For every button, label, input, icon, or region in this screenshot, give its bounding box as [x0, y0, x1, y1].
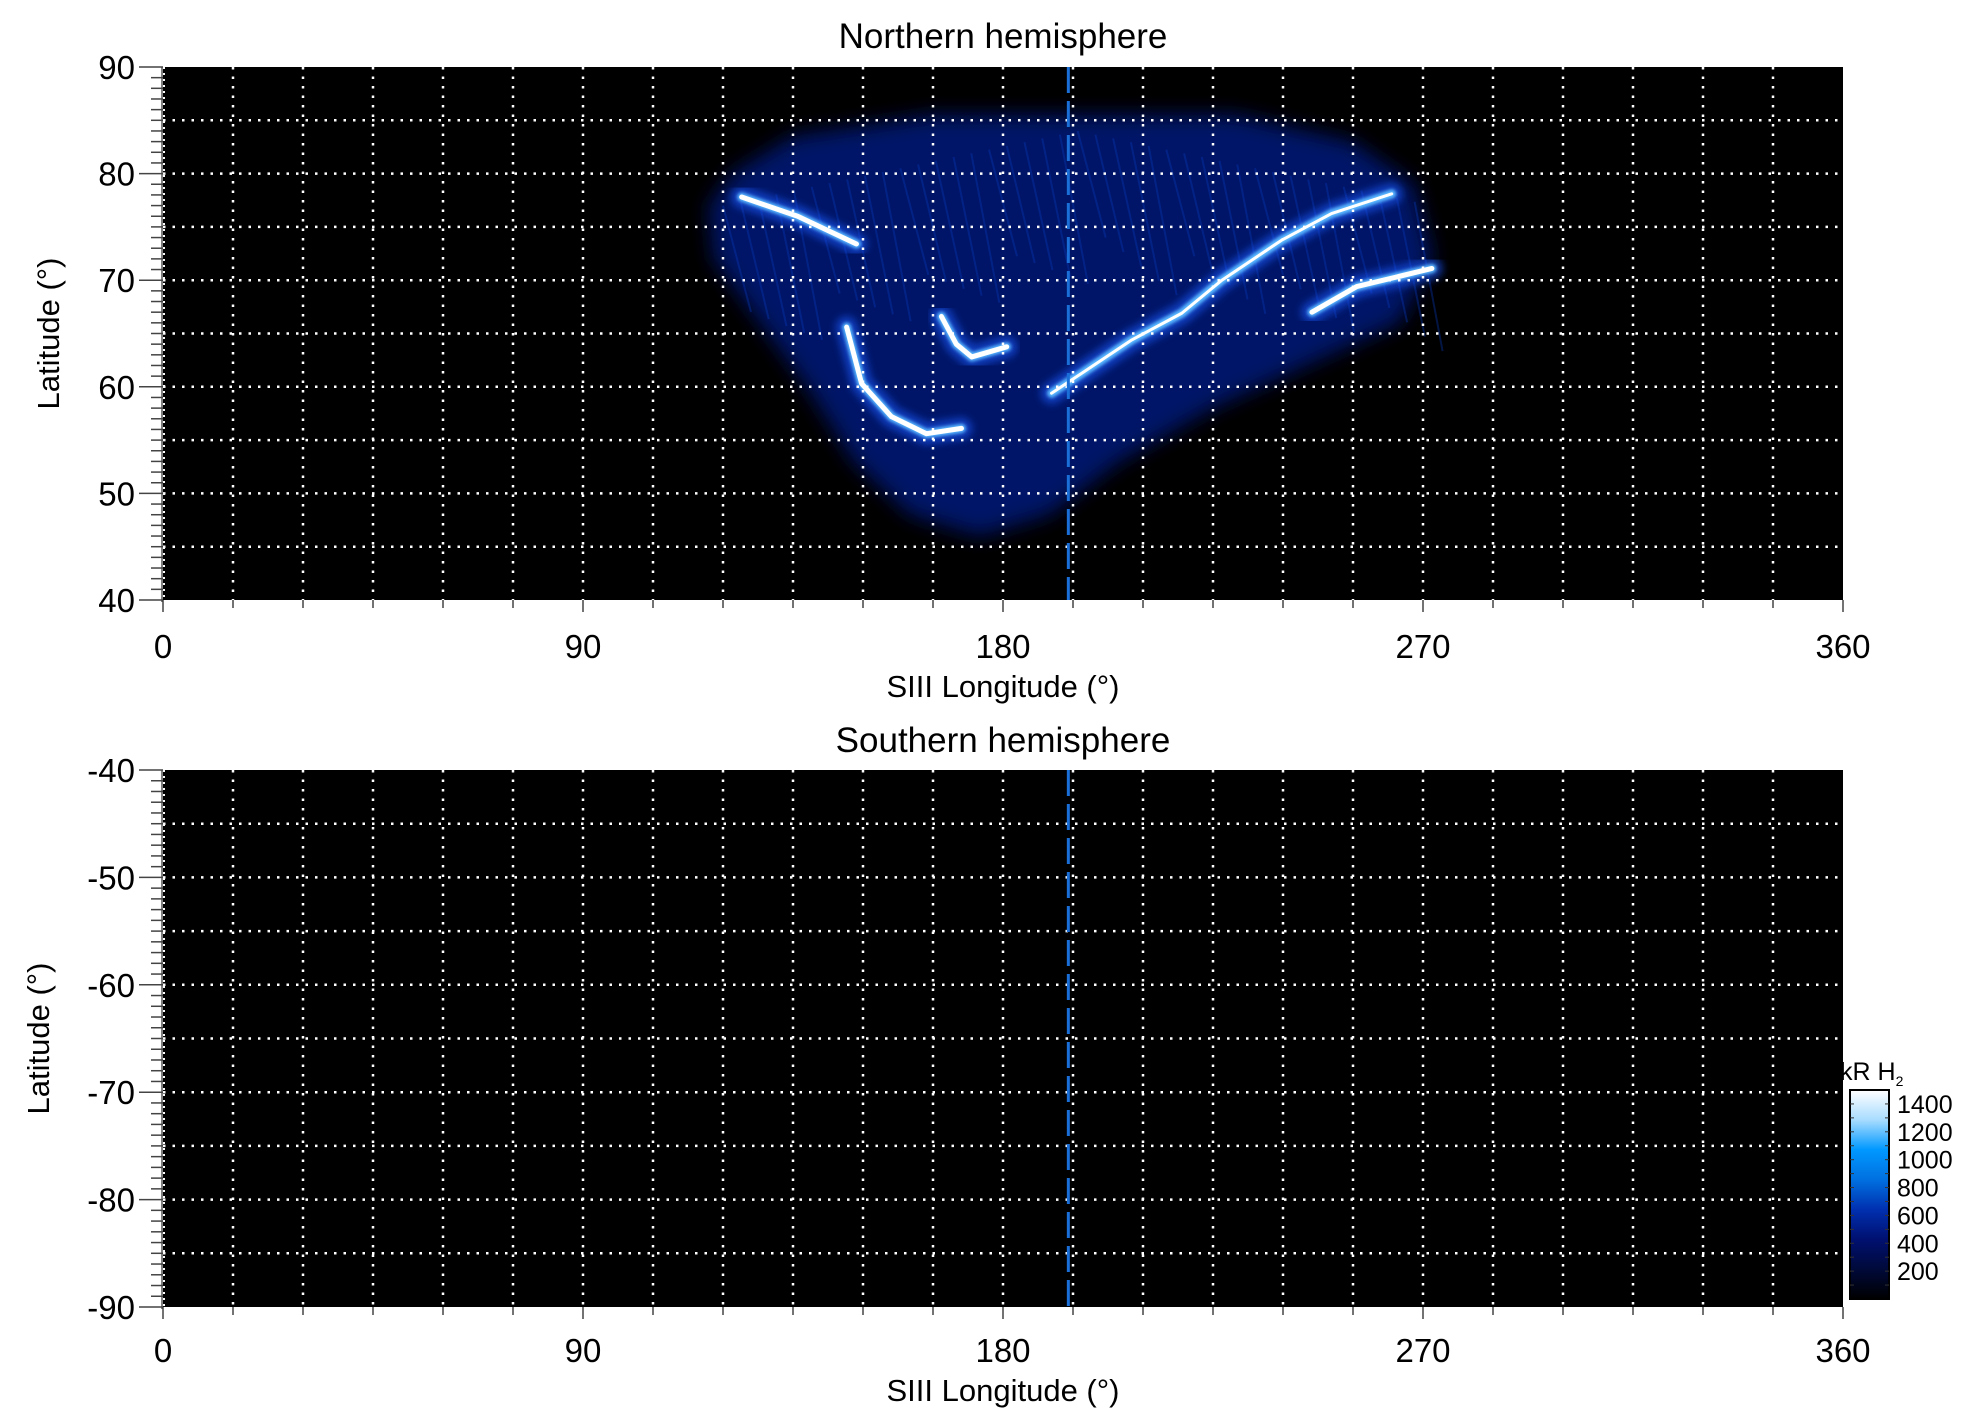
emission-streak	[1041, 138, 1072, 278]
emission-streak	[1129, 141, 1160, 281]
y-tick-label: -70	[87, 1074, 135, 1111]
emission-streak	[863, 175, 894, 315]
y-tick-label: -90	[87, 1289, 135, 1326]
northern-hemisphere-panel: 40 50 60 70 80 90 0 90 180 270 360 Northern hemisph…	[31, 17, 1871, 704]
colorbar-tick-label: 1400	[1897, 1091, 1953, 1119]
emission-streak	[881, 171, 912, 322]
chart-title: Northern hemisphere	[839, 17, 1168, 56]
x-axis-label: SIII Longitude (°)	[887, 669, 1120, 704]
emission-arc-core	[739, 194, 859, 247]
emission-streak	[1076, 130, 1107, 238]
x-tick-label: 180	[975, 1332, 1030, 1369]
y-tick-label: 50	[98, 475, 135, 512]
emission-streak	[1183, 153, 1214, 271]
colorbar-tick-label: 1200	[1897, 1119, 1953, 1147]
emission-streak	[970, 153, 1001, 303]
emission-streak	[1254, 168, 1284, 276]
x-tick-label: 360	[1815, 1332, 1870, 1369]
emission-streak	[917, 164, 948, 283]
x-tick-label: 270	[1395, 628, 1450, 665]
colorbar-label-text: kR H	[1840, 1058, 1896, 1086]
y-tick-label: 70	[98, 262, 135, 299]
emission-arc-core	[1050, 192, 1394, 395]
emission-streak	[1378, 194, 1409, 323]
x-tick-label: 0	[154, 1332, 172, 1369]
emission-streak	[1147, 145, 1178, 296]
colorbar-tick-label: 600	[1897, 1202, 1939, 1230]
emission-streak	[1005, 145, 1036, 264]
x-tick-label: 360	[1815, 628, 1870, 665]
y-axis-label: Latitude (°)	[31, 258, 66, 410]
y-tick-label: 60	[98, 369, 135, 406]
y-tick-label: -80	[87, 1182, 135, 1219]
colorbar-tick-label: 1000	[1897, 1147, 1953, 1175]
emission-streak	[1112, 138, 1143, 267]
y-tick-label: -40	[87, 752, 135, 789]
x-tick-label: 270	[1395, 1332, 1450, 1369]
emission-streak	[739, 201, 770, 320]
emission-streak	[934, 160, 965, 289]
y-axis-label: Latitude (°)	[21, 963, 56, 1115]
colorbar-tick-label: 400	[1897, 1230, 1939, 1258]
emission-streak	[1094, 134, 1125, 253]
emission-streak	[952, 156, 983, 296]
southern-hemisphere-panel: -40 -50 -60 -70 -80 -90 0 90 180 270 360 Southern h…	[21, 721, 1871, 1408]
x-axis-label: SIII Longitude (°)	[887, 1373, 1120, 1408]
x-tick-label: 90	[565, 1332, 602, 1369]
colorbar-gradient	[1849, 1089, 1890, 1300]
emission-arc-core	[938, 313, 1010, 360]
colorbar-tick-label: 800	[1897, 1175, 1939, 1203]
y-tick-label: 80	[98, 156, 135, 193]
colorbar-label-subscript: 2	[1896, 1073, 1904, 1089]
emission-streak	[1165, 149, 1196, 257]
colorbar-tick-label: 200	[1897, 1258, 1939, 1286]
y-tick-label: 40	[98, 582, 135, 619]
emission-streak	[1236, 164, 1267, 314]
emission-streak	[1200, 156, 1231, 286]
y-tick-label: -50	[87, 859, 135, 896]
chart-title: Southern hemisphere	[836, 721, 1171, 760]
y-tick-label: -60	[87, 967, 135, 1004]
diffuse-emission	[709, 114, 1433, 537]
x-tick-label: 180	[975, 628, 1030, 665]
emission-streak	[1023, 141, 1054, 271]
x-tick-label: 0	[154, 628, 172, 665]
x-tick-label: 90	[565, 628, 602, 665]
emission-streak	[722, 205, 752, 313]
emission-streak	[757, 197, 788, 327]
emission-streak	[899, 168, 930, 276]
emission-streak	[1058, 134, 1089, 285]
emission-arc-core	[844, 324, 964, 437]
y-tick-label: 90	[98, 49, 135, 86]
colorbar-label: kR H2	[1840, 1058, 1904, 1089]
emission-streak	[988, 149, 1018, 257]
aurora-emission	[709, 114, 1444, 537]
emission-arc-core	[1309, 265, 1435, 315]
